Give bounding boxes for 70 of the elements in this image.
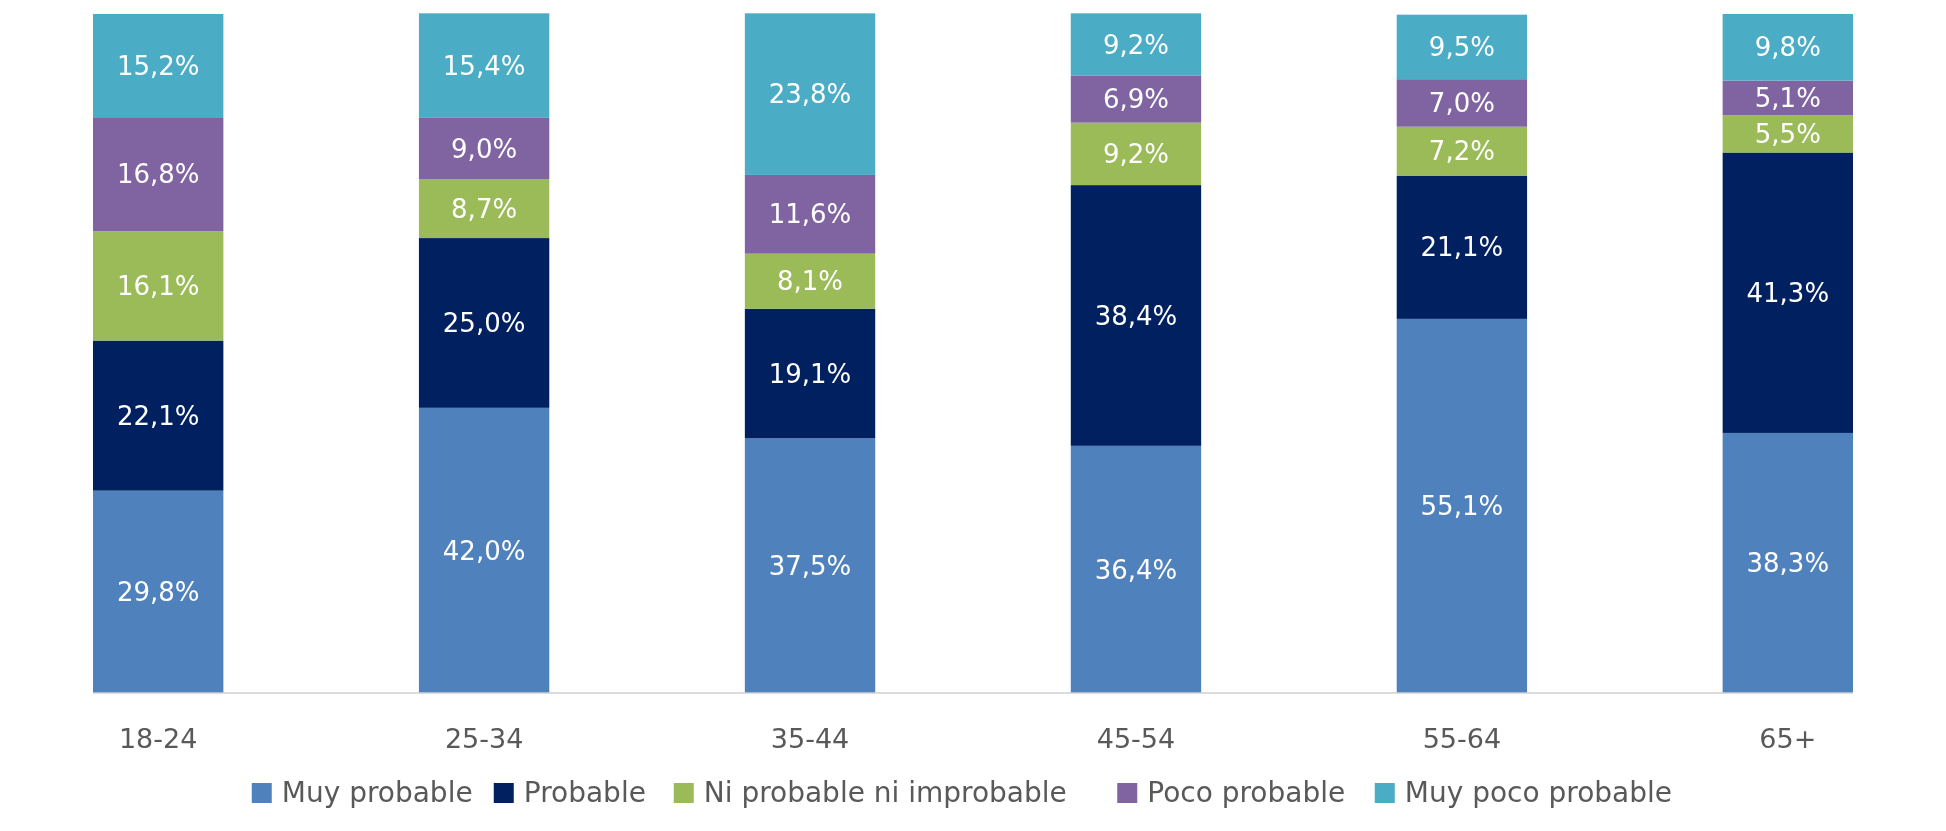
bar: [1722, 14, 1853, 81]
x-tick-label: 65+: [1759, 723, 1817, 754]
data-label: 41,3%: [1746, 277, 1830, 308]
data-label: 9,2%: [1102, 138, 1169, 169]
bar: [1722, 152, 1853, 433]
bar: [93, 231, 224, 341]
x-tick-label: 18-24: [118, 723, 198, 754]
data-label: 7,0%: [1428, 88, 1495, 119]
bar: [418, 179, 550, 239]
bar: [93, 14, 224, 118]
data-label: 19,1%: [768, 358, 852, 389]
data-label: 29,8%: [116, 576, 200, 607]
data-label: 21,1%: [1420, 232, 1504, 263]
data-label: 9,2%: [1102, 29, 1169, 60]
data-label: 42,0%: [442, 535, 526, 566]
legend-label: Poco probable: [1147, 776, 1346, 809]
data-label: 15,2%: [116, 50, 200, 81]
data-label: 11,6%: [768, 199, 852, 230]
data-label: 25,0%: [442, 308, 526, 339]
data-label: 5,5%: [1754, 118, 1821, 149]
data-label: 38,3%: [1746, 548, 1830, 579]
bar: [418, 117, 550, 179]
data-label: 16,1%: [116, 271, 200, 302]
bar: [1070, 445, 1202, 693]
data-label: 37,5%: [768, 550, 852, 581]
bar: [744, 308, 876, 439]
bar: [418, 13, 550, 118]
bar: [744, 174, 876, 254]
data-label: 8,1%: [777, 266, 844, 297]
bar: [1070, 13, 1202, 76]
bar: [1070, 185, 1202, 446]
bar: [418, 238, 550, 408]
data-label: 15,4%: [442, 50, 526, 81]
data-label: 9,5%: [1428, 32, 1495, 63]
bar: [744, 13, 876, 175]
data-label: 55,1%: [1420, 491, 1504, 522]
bar: [1722, 115, 1853, 153]
data-label: 8,7%: [451, 193, 518, 224]
data-label: 7,2%: [1428, 136, 1495, 167]
data-label: 38,4%: [1094, 300, 1178, 331]
data-label: 16,8%: [116, 159, 200, 190]
bar: [1722, 432, 1853, 693]
x-tick-label: 55-64: [1422, 723, 1502, 754]
bar: [744, 253, 876, 309]
data-label: 22,1%: [116, 400, 200, 431]
bar: [418, 407, 550, 693]
bar: [1070, 122, 1202, 186]
x-tick-label: 45-54: [1096, 723, 1176, 754]
data-label: 36,4%: [1094, 554, 1178, 585]
data-label: 9,8%: [1754, 32, 1821, 63]
legend-label: Probable: [523, 776, 646, 809]
data-label: 9,0%: [451, 133, 518, 164]
bar: [1396, 126, 1528, 176]
bar: [1396, 14, 1528, 80]
bar: [93, 117, 224, 232]
data-label: 23,8%: [768, 79, 852, 110]
legend-label: Ni probable ni improbable: [703, 776, 1067, 809]
bar: [1396, 318, 1528, 693]
bar: [93, 340, 224, 491]
bar: [93, 490, 224, 693]
bar: [1396, 79, 1528, 127]
bar: [744, 438, 876, 693]
data-label: 6,9%: [1102, 84, 1169, 115]
bar: [1396, 175, 1528, 319]
data-label: 5,1%: [1754, 82, 1821, 113]
x-tick-label: 35-44: [770, 723, 850, 754]
legend-label: Muy probable: [281, 776, 473, 809]
legend-label: Muy poco probable: [1404, 776, 1672, 809]
x-tick-label: 25-34: [444, 723, 524, 754]
bar: [1070, 75, 1202, 123]
